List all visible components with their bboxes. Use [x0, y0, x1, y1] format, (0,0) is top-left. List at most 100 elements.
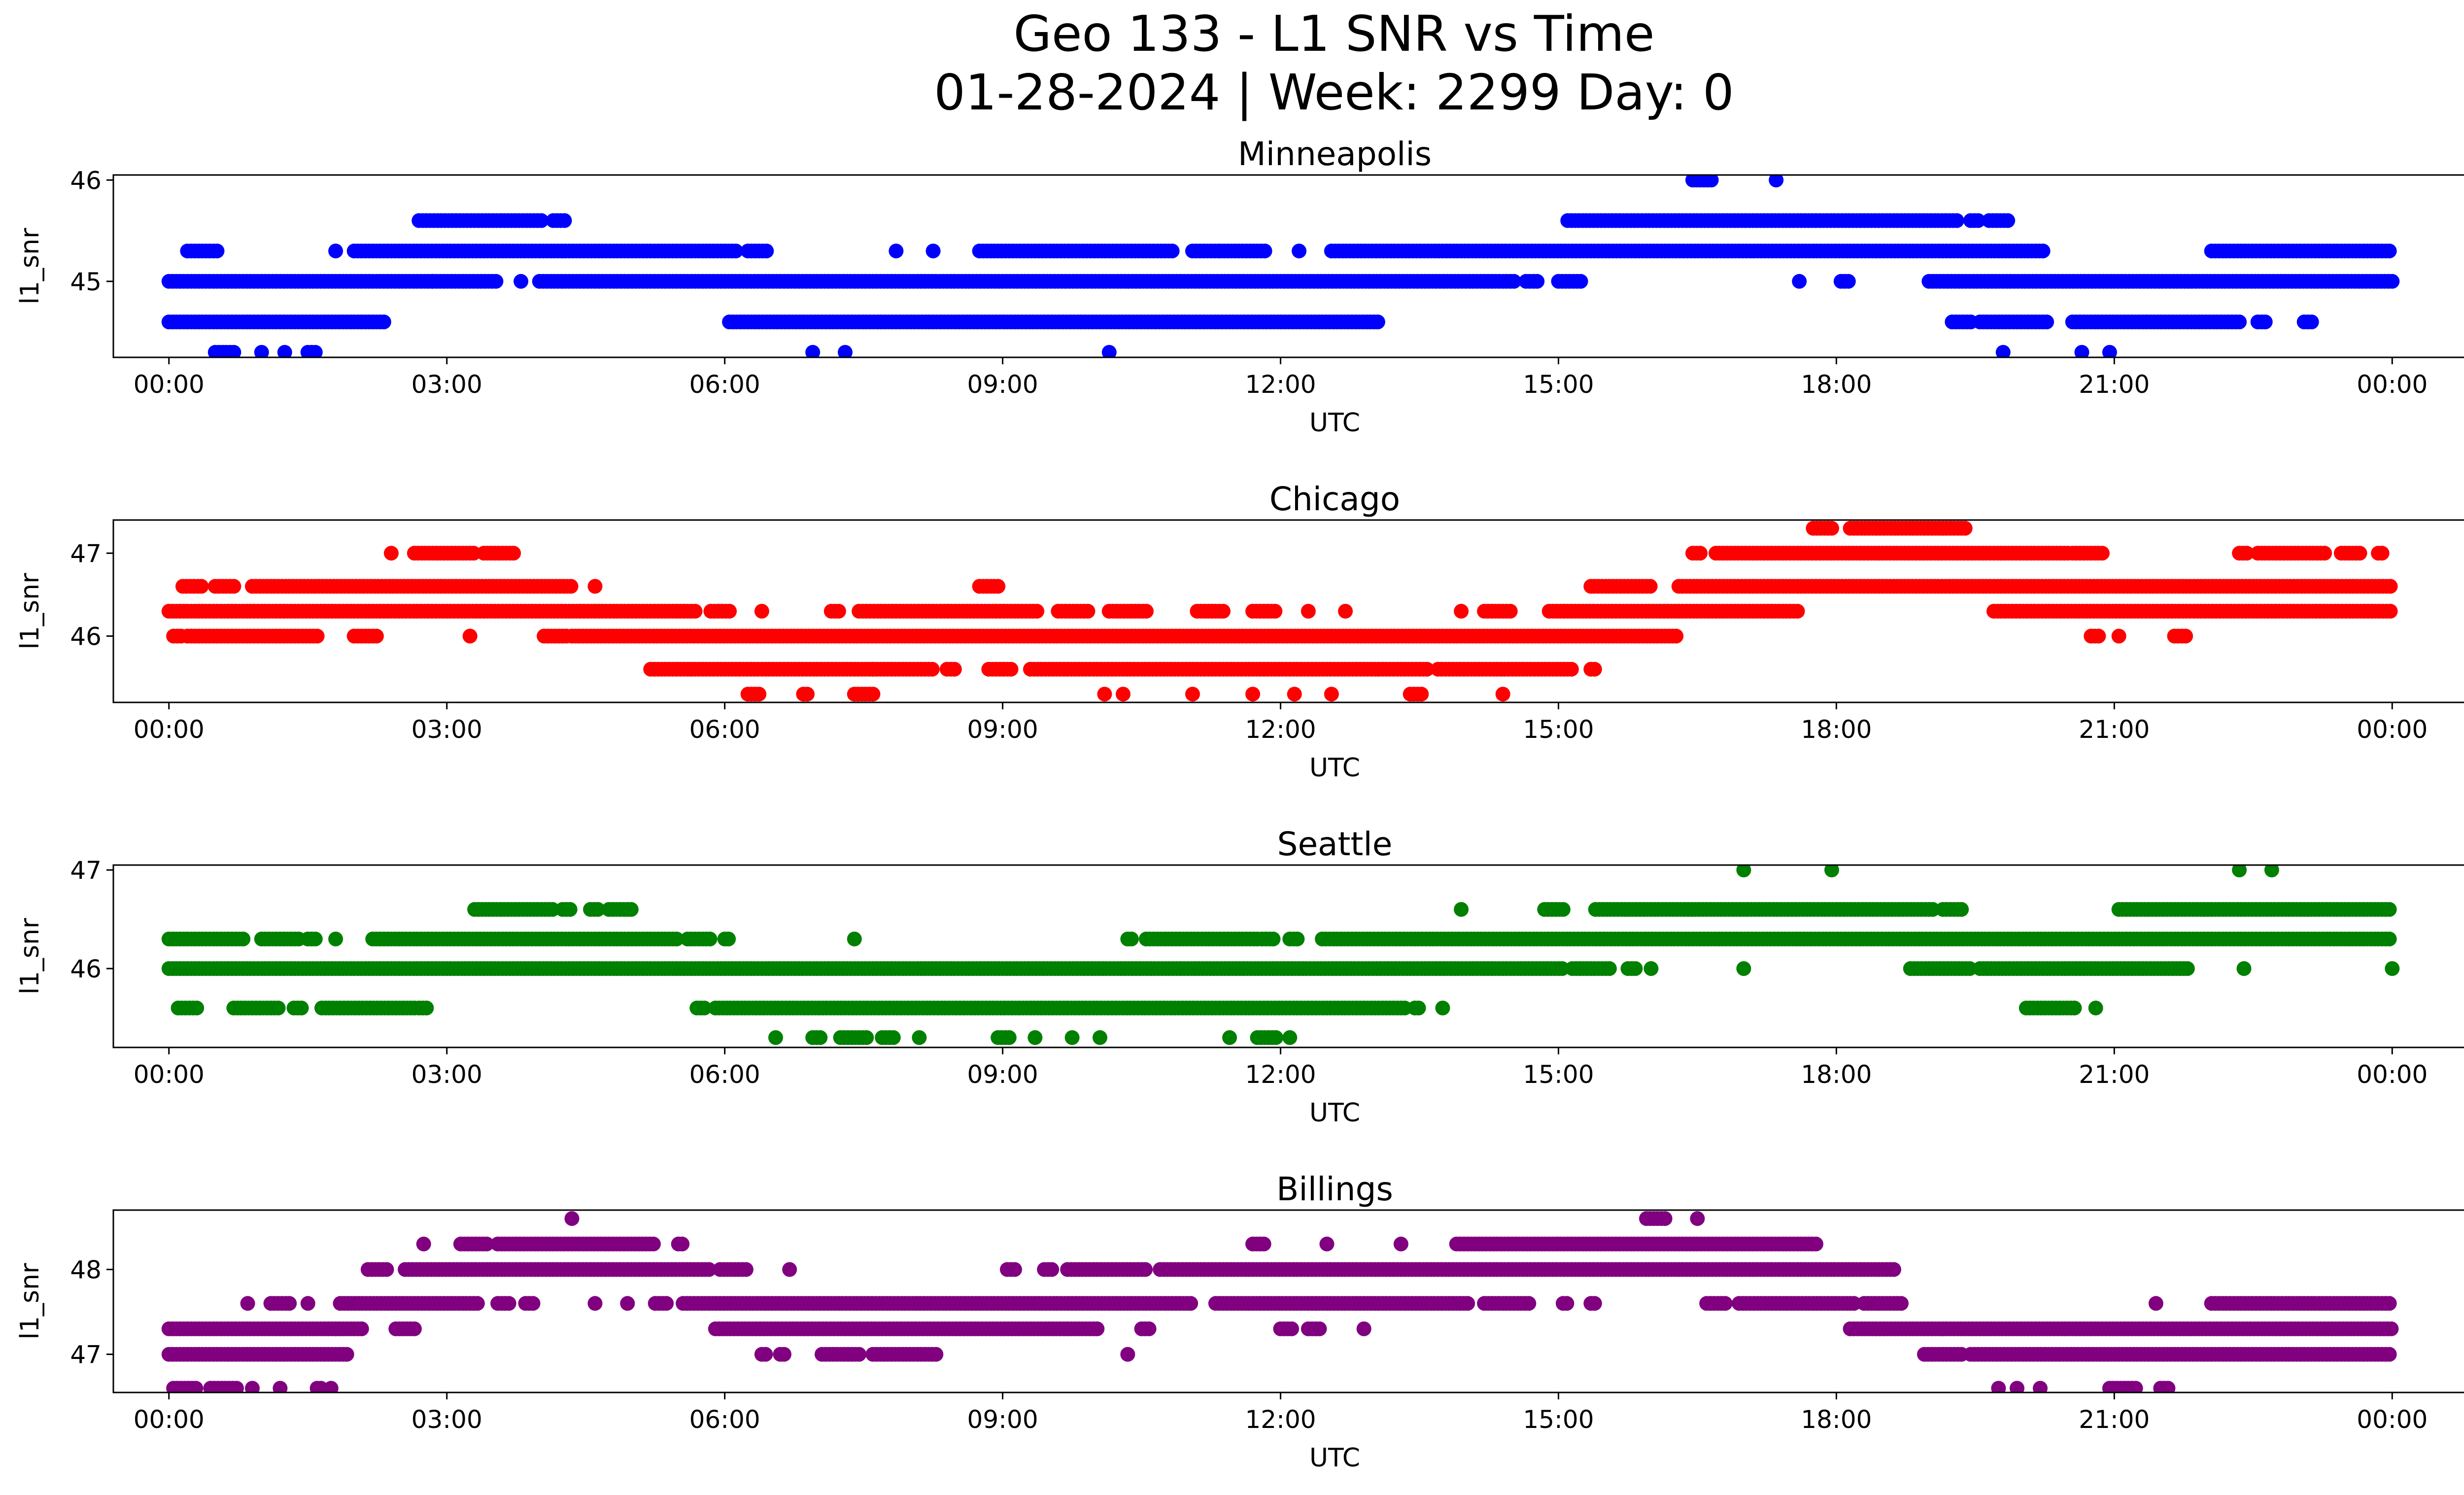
- y-axis-label-minneapolis: l1_snr: [15, 228, 45, 305]
- data-point: [354, 1321, 369, 1336]
- data-point: [1454, 604, 1469, 619]
- data-point: [1602, 961, 1617, 976]
- data-point: [1824, 521, 1839, 536]
- x-tick-label: 00:00: [2357, 1060, 2428, 1089]
- data-point: [1338, 604, 1353, 619]
- data-point: [2232, 865, 2247, 877]
- x-tick-label: 09:00: [967, 715, 1038, 744]
- data-point: [462, 628, 478, 644]
- data-point: [2074, 345, 2089, 357]
- data-point: [226, 579, 241, 594]
- x-tick-label: 12:00: [1245, 715, 1316, 744]
- data-point: [1962, 961, 1978, 976]
- data-point: [752, 687, 767, 702]
- data-point: [236, 932, 251, 946]
- data-point: [722, 604, 737, 619]
- data-point: [1411, 1001, 1426, 1015]
- data-point: [2374, 546, 2390, 561]
- data-point: [545, 902, 560, 917]
- y-tick-label: 45: [70, 268, 102, 296]
- data-point: [1506, 274, 1522, 289]
- data-point: [1957, 521, 1973, 536]
- x-tick-label: 00:00: [2357, 715, 2428, 744]
- data-point: [2258, 314, 2273, 330]
- axes-frame-seattle: [112, 864, 2464, 1048]
- data-point: [308, 932, 323, 946]
- data-point: [407, 1321, 422, 1336]
- data-points-chicago: [161, 521, 2398, 702]
- data-point: [1628, 961, 1643, 976]
- data-point: [1790, 604, 1805, 619]
- y-axis-label-seattle: l1_snr: [15, 918, 45, 995]
- data-point: [226, 345, 241, 357]
- data-point: [2264, 865, 2279, 877]
- data-point: [488, 274, 504, 289]
- data-point: [1954, 902, 1969, 917]
- x-tick-label: 18:00: [1801, 1060, 1872, 1089]
- data-point: [2180, 961, 2195, 976]
- data-point: [506, 546, 521, 561]
- data-point: [1555, 902, 1571, 917]
- data-point: [623, 902, 639, 917]
- data-point: [754, 604, 769, 619]
- x-axis-label-seattle: UTC: [1309, 1098, 1360, 1128]
- data-point: [1097, 687, 1112, 702]
- data-point: [189, 1001, 205, 1015]
- data-point: [1995, 345, 2011, 357]
- data-point: [1704, 175, 1719, 188]
- data-point: [369, 628, 384, 644]
- data-point: [1282, 1030, 1298, 1045]
- data-point: [2000, 213, 2016, 228]
- y-tick-label: 46: [70, 166, 102, 195]
- data-point: [813, 1030, 828, 1045]
- data-point: [1312, 1321, 1327, 1336]
- data-point: [2382, 932, 2397, 946]
- data-point: [2035, 243, 2051, 259]
- data-point: [1101, 345, 1117, 357]
- y-axis-label-chicago: l1_snr: [15, 573, 45, 650]
- x-tick-label: 00:00: [2357, 370, 2428, 399]
- data-point: [1736, 865, 1751, 877]
- data-point: [2232, 314, 2247, 330]
- data-point: [1669, 628, 1684, 644]
- data-point: [1139, 604, 1154, 619]
- data-point: [328, 243, 343, 259]
- data-point: [847, 932, 862, 946]
- data-point: [1185, 687, 1200, 702]
- data-point: [534, 213, 549, 228]
- data-point: [852, 1347, 867, 1362]
- data-point: [1164, 243, 1180, 259]
- x-tick-label: 21:00: [2079, 715, 2150, 744]
- data-point: [1090, 1321, 1105, 1336]
- data-point: [2304, 314, 2319, 330]
- data-point: [2382, 902, 2397, 917]
- data-point: [1736, 961, 1751, 976]
- data-point: [2236, 961, 2252, 976]
- subplot-title-seattle: Seattle: [1277, 825, 1393, 863]
- data-point: [1292, 243, 1307, 259]
- data-point: [1397, 1001, 1412, 1015]
- data-point: [2239, 546, 2255, 561]
- data-point: [563, 579, 579, 594]
- data-point: [277, 345, 292, 357]
- data-point: [271, 1001, 286, 1015]
- data-point: [1824, 865, 1839, 877]
- x-axis-label-minneapolis: UTC: [1309, 408, 1360, 438]
- y-tick-label: 46: [70, 622, 102, 651]
- data-point: [1287, 687, 1302, 702]
- data-point: [1284, 1321, 1300, 1336]
- x-tick-label: 09:00: [967, 370, 1038, 399]
- data-point: [1266, 932, 1281, 946]
- data-point: [1141, 1321, 1157, 1336]
- data-point: [1029, 604, 1045, 619]
- data-point: [947, 661, 962, 677]
- data-point: [1290, 932, 1305, 946]
- data-point: [1245, 687, 1261, 702]
- data-point: [1419, 661, 1435, 677]
- data-points-billings: [161, 1211, 2399, 1392]
- data-point: [925, 243, 941, 259]
